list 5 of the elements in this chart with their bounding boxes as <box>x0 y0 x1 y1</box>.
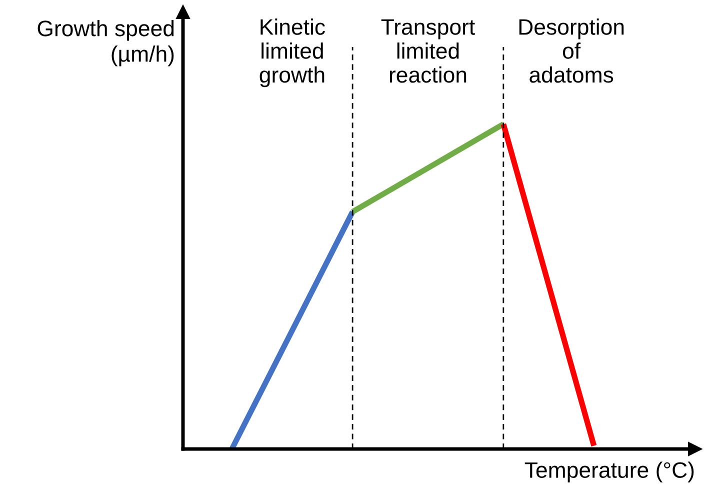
x-axis-title: Temperature (°C) <box>524 462 694 482</box>
text: Desorption of adatoms <box>519 18 624 83</box>
text: Kinetic limited growth <box>260 18 325 88</box>
y-axis-title: Growth speed (µm/h) <box>38 20 174 66</box>
text: Transport limited reaction <box>381 19 475 83</box>
